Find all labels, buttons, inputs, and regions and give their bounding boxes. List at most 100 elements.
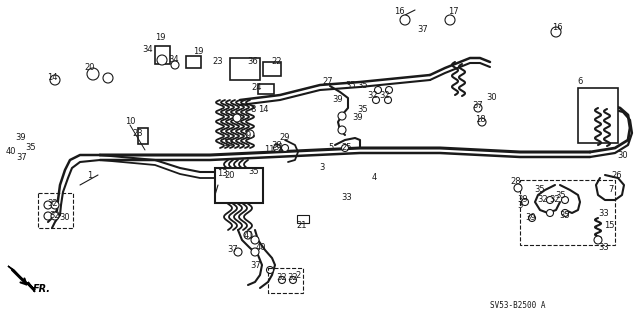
Text: 19: 19 bbox=[155, 33, 165, 42]
Text: 34: 34 bbox=[143, 46, 154, 55]
Circle shape bbox=[385, 97, 392, 103]
Text: 35: 35 bbox=[560, 211, 570, 219]
Circle shape bbox=[244, 231, 252, 239]
Text: 27: 27 bbox=[323, 78, 333, 86]
Circle shape bbox=[51, 212, 59, 220]
Text: 32: 32 bbox=[550, 196, 560, 204]
Text: 39: 39 bbox=[518, 196, 528, 204]
Text: 17: 17 bbox=[448, 8, 458, 17]
Circle shape bbox=[594, 236, 602, 244]
Text: 5: 5 bbox=[328, 143, 333, 152]
Text: 26: 26 bbox=[612, 170, 622, 180]
Text: 33: 33 bbox=[598, 210, 609, 219]
Circle shape bbox=[273, 145, 280, 152]
Text: 18: 18 bbox=[475, 115, 485, 124]
Circle shape bbox=[44, 201, 52, 209]
Text: 40: 40 bbox=[6, 147, 16, 157]
Circle shape bbox=[547, 197, 554, 204]
Circle shape bbox=[44, 212, 52, 220]
Circle shape bbox=[561, 210, 568, 217]
Bar bbox=[578, 88, 618, 143]
Text: 12: 12 bbox=[223, 139, 233, 149]
Circle shape bbox=[338, 112, 346, 120]
Bar bbox=[520, 180, 615, 245]
Text: 9: 9 bbox=[245, 131, 251, 140]
Text: 1: 1 bbox=[88, 170, 93, 180]
Text: 16: 16 bbox=[552, 24, 563, 33]
Text: 29: 29 bbox=[280, 133, 291, 143]
Text: 36: 36 bbox=[248, 57, 259, 66]
Text: 15: 15 bbox=[604, 220, 614, 229]
Text: 30: 30 bbox=[486, 93, 497, 102]
Circle shape bbox=[87, 68, 99, 80]
Circle shape bbox=[171, 61, 179, 69]
Text: 32: 32 bbox=[368, 91, 378, 100]
Circle shape bbox=[522, 198, 529, 205]
Text: 19: 19 bbox=[193, 48, 204, 56]
Circle shape bbox=[529, 214, 536, 221]
Text: 31: 31 bbox=[274, 144, 284, 152]
Circle shape bbox=[103, 73, 113, 83]
Circle shape bbox=[372, 97, 380, 103]
Text: 32: 32 bbox=[276, 273, 287, 283]
Circle shape bbox=[474, 104, 482, 112]
Circle shape bbox=[50, 75, 60, 85]
Text: 32: 32 bbox=[288, 273, 298, 283]
Bar bbox=[297, 215, 309, 223]
Text: 7: 7 bbox=[608, 186, 614, 195]
Text: 35: 35 bbox=[26, 144, 36, 152]
Circle shape bbox=[400, 15, 410, 25]
Text: 14: 14 bbox=[47, 73, 57, 83]
Text: 4: 4 bbox=[371, 174, 376, 182]
Text: 37: 37 bbox=[418, 26, 428, 34]
Bar bbox=[38, 193, 73, 228]
Text: 14: 14 bbox=[258, 105, 268, 114]
Text: 37: 37 bbox=[472, 100, 483, 109]
Text: 41: 41 bbox=[244, 231, 254, 240]
Text: 32: 32 bbox=[50, 211, 60, 219]
Text: 35: 35 bbox=[358, 106, 368, 115]
Text: 33: 33 bbox=[342, 194, 353, 203]
Circle shape bbox=[157, 55, 167, 65]
Text: 20: 20 bbox=[225, 170, 236, 180]
Text: 38: 38 bbox=[271, 140, 282, 150]
Text: 32: 32 bbox=[380, 91, 390, 100]
Text: 23: 23 bbox=[132, 129, 143, 137]
Text: 3: 3 bbox=[319, 164, 324, 173]
Text: 21: 21 bbox=[297, 220, 307, 229]
Text: 37: 37 bbox=[228, 246, 238, 255]
Circle shape bbox=[445, 15, 455, 25]
Circle shape bbox=[478, 118, 486, 126]
Text: 35: 35 bbox=[556, 190, 566, 199]
Text: 35: 35 bbox=[249, 167, 259, 176]
Circle shape bbox=[278, 277, 285, 284]
Text: 33: 33 bbox=[598, 243, 609, 253]
Polygon shape bbox=[8, 266, 35, 292]
Text: 32: 32 bbox=[48, 199, 58, 209]
Circle shape bbox=[234, 248, 242, 256]
Circle shape bbox=[289, 277, 296, 284]
Text: 35: 35 bbox=[534, 186, 545, 195]
Bar bbox=[268, 268, 303, 293]
Text: 39: 39 bbox=[16, 133, 26, 143]
Circle shape bbox=[233, 114, 241, 122]
Circle shape bbox=[338, 126, 346, 134]
Text: 2: 2 bbox=[296, 271, 301, 280]
Text: 30: 30 bbox=[60, 213, 70, 222]
Bar bbox=[138, 128, 148, 144]
Text: 37: 37 bbox=[251, 261, 261, 270]
Text: 13: 13 bbox=[217, 168, 227, 177]
Text: 16: 16 bbox=[394, 8, 404, 17]
Text: 30: 30 bbox=[618, 151, 628, 160]
Text: 39: 39 bbox=[353, 114, 364, 122]
Text: 35: 35 bbox=[358, 80, 368, 90]
Bar bbox=[155, 46, 170, 64]
Circle shape bbox=[551, 27, 561, 37]
Text: 11: 11 bbox=[264, 145, 275, 154]
Circle shape bbox=[385, 86, 392, 93]
Text: SV53-B2500 A: SV53-B2500 A bbox=[490, 300, 545, 309]
Circle shape bbox=[374, 86, 381, 93]
Circle shape bbox=[266, 266, 273, 273]
Circle shape bbox=[51, 201, 59, 209]
Text: 22: 22 bbox=[272, 57, 282, 66]
